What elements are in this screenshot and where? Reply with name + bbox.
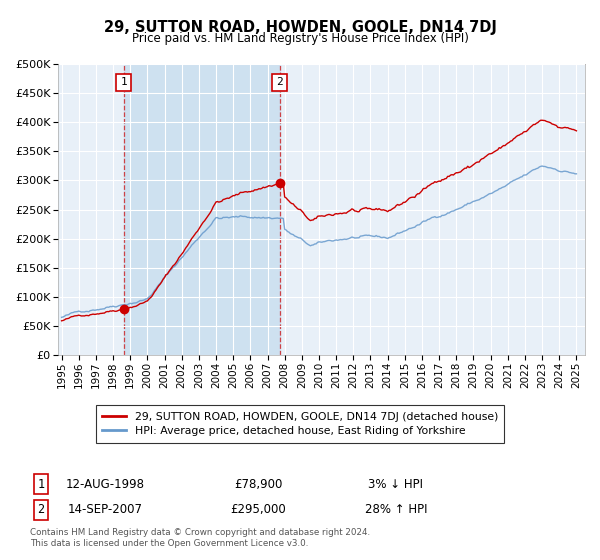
- Text: £78,900: £78,900: [234, 478, 282, 491]
- Text: 3% ↓ HPI: 3% ↓ HPI: [368, 478, 424, 491]
- Text: 28% ↑ HPI: 28% ↑ HPI: [365, 503, 427, 516]
- Text: 1: 1: [37, 478, 44, 491]
- Text: 2: 2: [277, 77, 283, 87]
- Text: £295,000: £295,000: [230, 503, 286, 516]
- Text: 12-AUG-1998: 12-AUG-1998: [65, 478, 145, 491]
- Text: 1: 1: [121, 77, 127, 87]
- Text: Contains HM Land Registry data © Crown copyright and database right 2024.
This d: Contains HM Land Registry data © Crown c…: [30, 528, 370, 548]
- Legend: 29, SUTTON ROAD, HOWDEN, GOOLE, DN14 7DJ (detached house), HPI: Average price, d: 29, SUTTON ROAD, HOWDEN, GOOLE, DN14 7DJ…: [95, 405, 505, 442]
- Bar: [124, 64, 280, 356]
- Text: Price paid vs. HM Land Registry's House Price Index (HPI): Price paid vs. HM Land Registry's House …: [131, 32, 469, 45]
- Text: 14-SEP-2007: 14-SEP-2007: [67, 503, 143, 516]
- Text: 2: 2: [37, 503, 44, 516]
- Text: 29, SUTTON ROAD, HOWDEN, GOOLE, DN14 7DJ: 29, SUTTON ROAD, HOWDEN, GOOLE, DN14 7DJ: [104, 20, 496, 35]
